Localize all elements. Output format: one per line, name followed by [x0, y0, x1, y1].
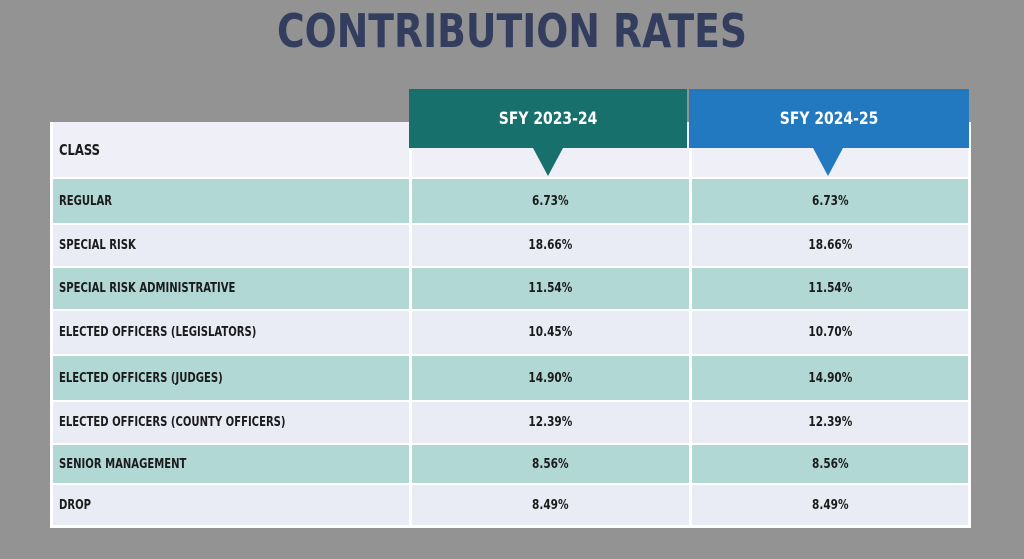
- table-row: SENIOR MANAGEMENT 8.56% 8.56%: [50, 445, 971, 483]
- rate-2024-25-cell: 11.54%: [692, 268, 968, 309]
- rate-2024-25-cell: 12.39%: [692, 402, 968, 443]
- table-row: SPECIAL RISK 18.66% 18.66%: [50, 225, 971, 266]
- sfy-2023-24-header: SFY 2023-24: [409, 89, 687, 148]
- class-cell: DROP: [53, 485, 409, 525]
- table-row: ELECTED OFFICERS (LEGISLATORS) 10.45% 10…: [50, 311, 971, 354]
- table-row: ELECTED OFFICERS (COUNTY OFFICERS) 12.39…: [50, 402, 971, 443]
- rate-2023-24-cell: 18.66%: [412, 225, 689, 266]
- rate-2023-24-cell: 12.39%: [412, 402, 689, 443]
- table-row: ELECTED OFFICERS (JUDGES) 14.90% 14.90%: [50, 356, 971, 400]
- rate-2023-24-cell: 8.56%: [412, 445, 689, 483]
- rate-2023-24-cell: 8.49%: [412, 485, 689, 525]
- class-cell: ELECTED OFFICERS (JUDGES): [53, 356, 409, 400]
- rate-2024-25-cell: 8.56%: [692, 445, 968, 483]
- rate-2024-25-cell: 8.49%: [692, 485, 968, 525]
- class-cell: SPECIAL RISK: [53, 225, 409, 266]
- class-column-header: CLASS: [53, 122, 409, 177]
- sfy-2023-24-pointer: [533, 148, 563, 176]
- class-cell: ELECTED OFFICERS (LEGISLATORS): [53, 311, 409, 354]
- class-cell: SPECIAL RISK ADMINISTRATIVE: [53, 268, 409, 309]
- rate-2024-25-cell: 6.73%: [692, 179, 968, 223]
- rate-2024-25-cell: 14.90%: [692, 356, 968, 400]
- rate-2024-25-cell: 18.66%: [692, 225, 968, 266]
- class-cell: REGULAR: [53, 179, 409, 223]
- sfy-2024-25-header: SFY 2024-25: [689, 89, 969, 148]
- rate-2023-24-cell: 11.54%: [412, 268, 689, 309]
- rate-2023-24-cell: 6.73%: [412, 179, 689, 223]
- table-row: DROP 8.49% 8.49%: [50, 485, 971, 525]
- contribution-rates-table: CLASS REGULAR 6.73% 6.73% SPECIAL RISK 1…: [50, 122, 971, 528]
- rate-2023-24-cell: 14.90%: [412, 356, 689, 400]
- sfy-2024-25-pointer: [813, 148, 843, 176]
- class-cell: ELECTED OFFICERS (COUNTY OFFICERS): [53, 402, 409, 443]
- table-row: REGULAR 6.73% 6.73%: [50, 179, 971, 223]
- page-title: CONTRIBUTION RATES: [276, 4, 748, 58]
- rate-2024-25-cell: 10.70%: [692, 311, 968, 354]
- table-row: SPECIAL RISK ADMINISTRATIVE 11.54% 11.54…: [50, 268, 971, 309]
- rate-2023-24-cell: 10.45%: [412, 311, 689, 354]
- class-cell: SENIOR MANAGEMENT: [53, 445, 409, 483]
